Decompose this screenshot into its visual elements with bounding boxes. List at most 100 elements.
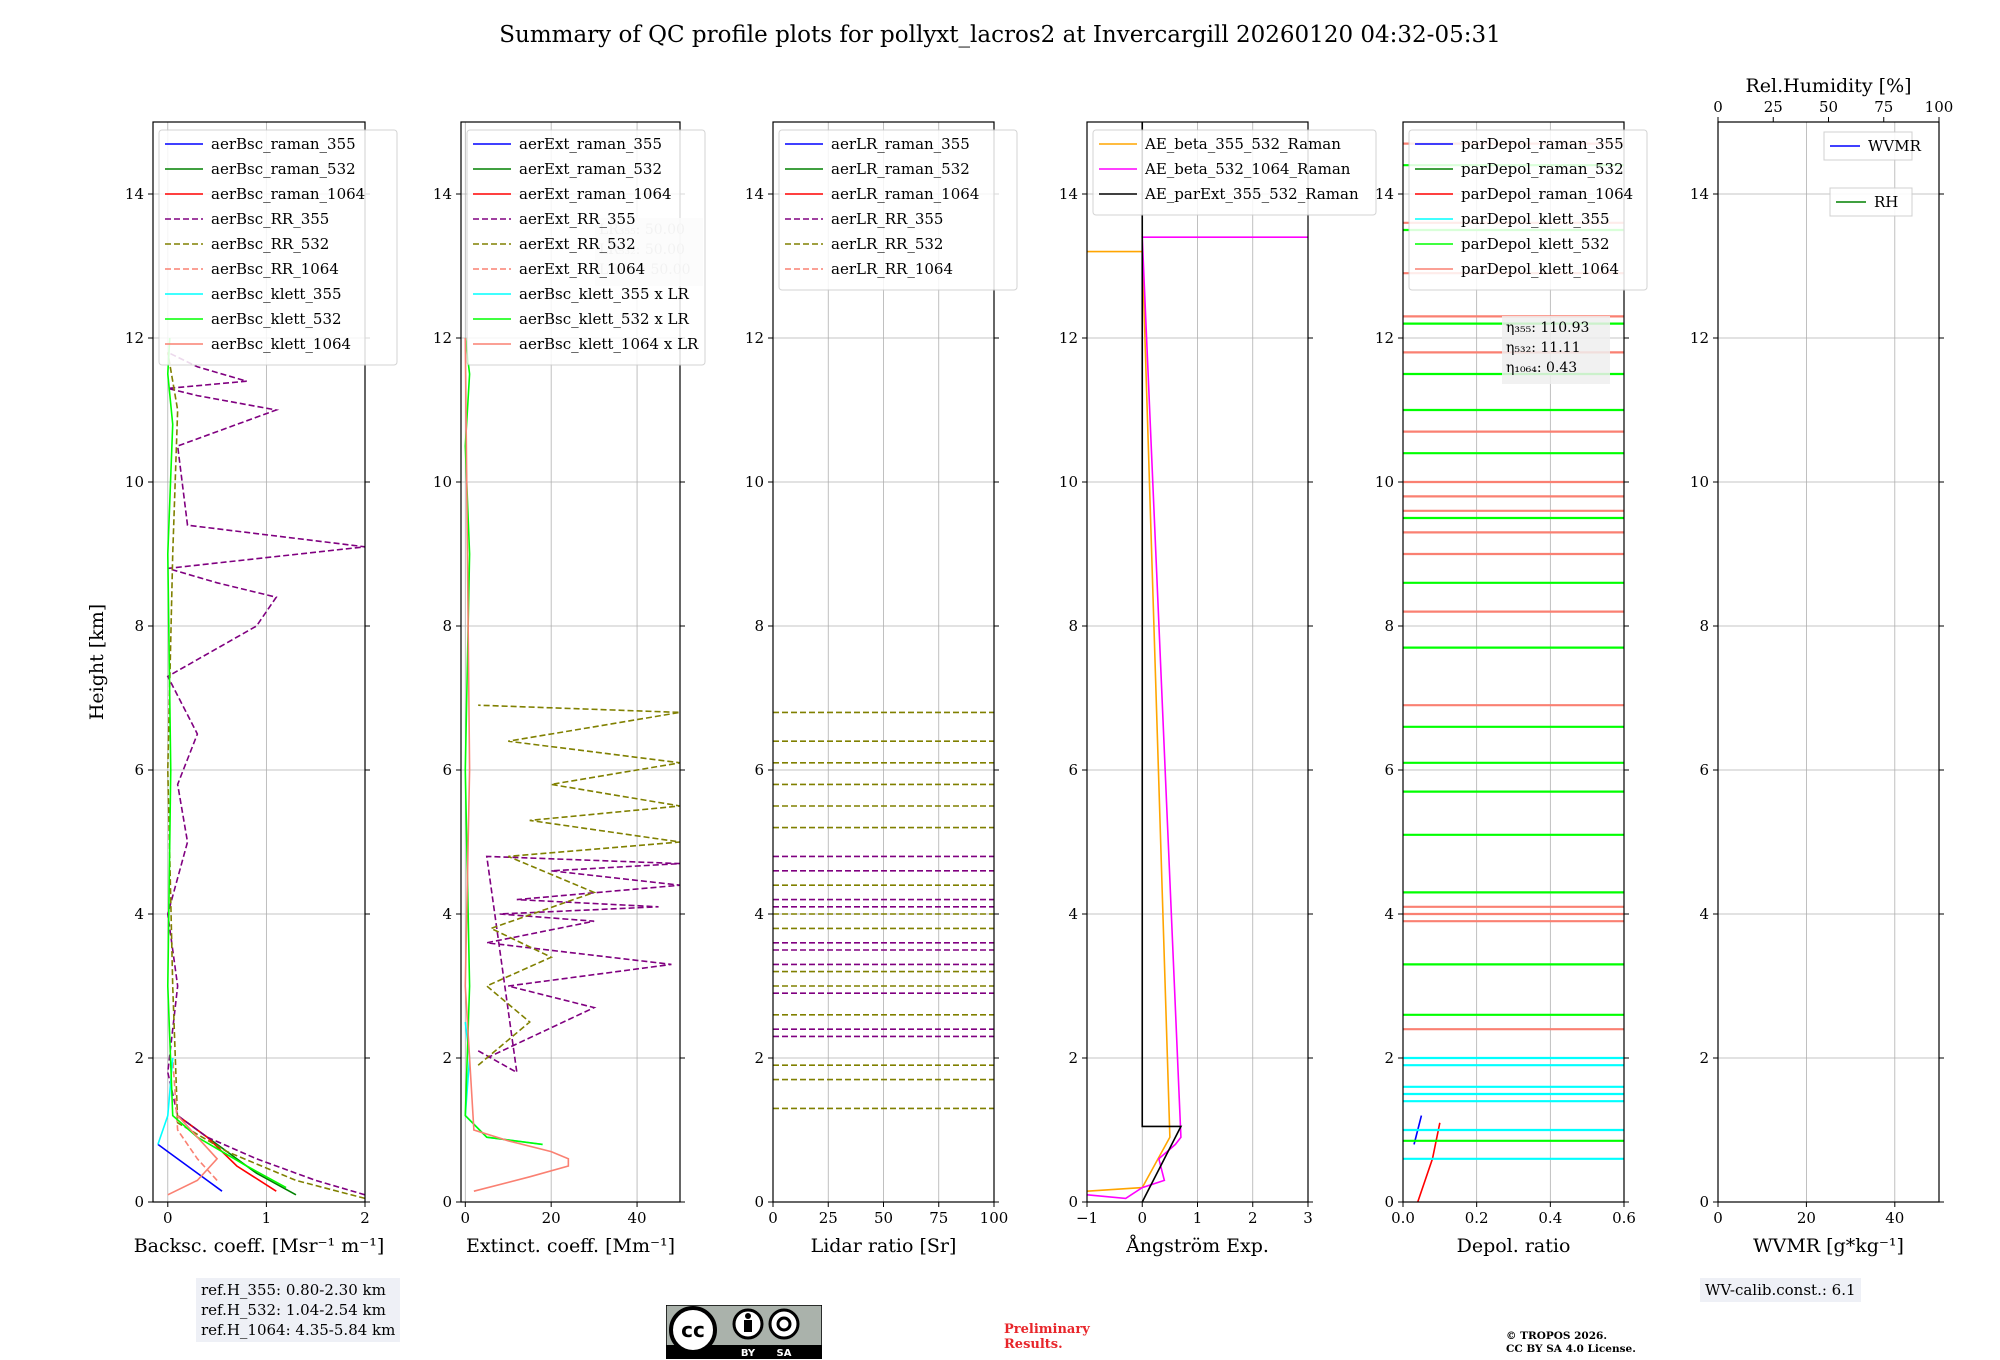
legend-label: aerExt_raman_355 (519, 135, 662, 153)
series-aerbsc-klett-532 (166, 337, 287, 1189)
legend-label: aerExt_RR_1064 (519, 260, 645, 278)
legend-label: aerLR_raman_355 (831, 135, 970, 153)
legend-label: parDepol_raman_532 (1461, 160, 1624, 178)
copyright-line-1: © TROPOS 2026. (1506, 1330, 1608, 1342)
y-tick-label: 4 (442, 905, 452, 923)
copyright-note: © TROPOS 2026. CC BY SA 4.0 License. (1506, 1330, 1636, 1356)
x2-tick-label: 0 (1713, 98, 1723, 116)
x-tick-label: 1 (262, 1209, 272, 1227)
y-tick-label: 14 (1690, 185, 1709, 203)
legend-label: aerBsc_klett_355 (211, 285, 342, 303)
y-tick-label: 4 (1699, 905, 1709, 923)
x-axis-label: Backsc. coeff. [Msr⁻¹ m⁻¹] (134, 1235, 385, 1257)
series-aerbsc-rr-1064 (171, 1057, 218, 1181)
y-tick-label: 0 (134, 1193, 144, 1211)
y-tick-label: 6 (442, 761, 452, 779)
x-tick-label: 75 (929, 1209, 948, 1227)
legend-label: aerBsc_klett_1064 (211, 335, 351, 353)
legend-label: AE_beta_532_1064_Raman (1144, 160, 1351, 178)
cc-sa-label: SA (777, 1348, 792, 1359)
legend-label: aerExt_RR_532 (519, 235, 636, 253)
y-tick-label: 2 (442, 1049, 452, 1067)
y-tick-label: 4 (134, 905, 144, 923)
axes-frame (1717, 121, 1940, 1203)
x-tick-label: 2 (1248, 1209, 1258, 1227)
x2-tick-label: 50 (1819, 98, 1838, 116)
y-tick-label: 10 (125, 473, 144, 491)
preliminary-note: Preliminary Results. (1004, 1322, 1090, 1352)
y-tick-label: 12 (1690, 329, 1709, 347)
y-tick-label: 2 (1699, 1049, 1709, 1067)
series-ae-beta-355-532-raman (1087, 250, 1171, 1192)
y-tick-label: 0 (442, 1193, 452, 1211)
legend-label: aerBsc_klett_1064 x LR (519, 335, 699, 353)
legend-label: aerBsc_RR_1064 (211, 260, 339, 278)
y-tick-label: 2 (134, 1049, 144, 1067)
x-axis-label: Ångström Exp. (1125, 1235, 1269, 1257)
y-tick-label: 4 (1068, 905, 1078, 923)
axes-frame (152, 121, 366, 1203)
y-tick-label: 14 (1059, 185, 1078, 203)
legend-label: aerLR_RR_1064 (831, 260, 953, 278)
x-axis-label: WVMR [g*kg⁻¹] (1753, 1235, 1904, 1257)
wv-calib-box: WV-calib.const.: 6.1 (1700, 1278, 1861, 1302)
x-tick-label: 100 (980, 1209, 1009, 1227)
x-tick-label: 50 (874, 1209, 893, 1227)
series-aerext-rr-532 (477, 704, 680, 1066)
legend-box (466, 129, 706, 366)
y-axis-label: Height [km] (86, 604, 108, 720)
series-aerext-rr-355 (477, 855, 680, 1074)
cc-license-logo: cc BY SA (666, 1305, 822, 1359)
y-tick-label: 14 (125, 185, 144, 203)
x-axis-label: Lidar ratio [Sr] (811, 1235, 957, 1257)
y-tick-label: 2 (1068, 1049, 1078, 1067)
x-tick-label: 0 (1713, 1209, 1723, 1227)
series-aerbsc-raman-1064 (177, 1114, 277, 1192)
x-axis-label: Depol. ratio (1457, 1235, 1571, 1257)
y-tick-label: 12 (745, 329, 764, 347)
x2-tick-label: 25 (1764, 98, 1783, 116)
legend-label: aerExt_raman_532 (519, 160, 662, 178)
legend-label: parDepol_raman_1064 (1461, 185, 1633, 203)
y-tick-label: 6 (754, 761, 764, 779)
panel-6: 0 2 4 6 8 10 12 14 0 20 40 WVMR [g*kg⁻¹] 0 25 50 75 100 R… (1690, 75, 1953, 1257)
legend-label: aerBsc_RR_355 (211, 210, 329, 228)
ref-height-1064: ref.H_1064: 4.35-5.84 km (201, 1321, 396, 1339)
y-tick-label: 4 (754, 905, 764, 923)
x-tick-label: 40 (1885, 1209, 1904, 1227)
x-tick-label: 40 (628, 1209, 647, 1227)
legend-box (158, 129, 398, 366)
legend-label: aerLR_raman_532 (831, 160, 970, 178)
legend-label: aerExt_RR_355 (519, 210, 636, 228)
x2-tick-label: 100 (1925, 98, 1954, 116)
legend-label: parDepol_klett_532 (1461, 235, 1610, 253)
x-axis-label: Extinct. coeff. [Mm⁻¹] (466, 1235, 675, 1257)
y-tick-label: 2 (1384, 1049, 1394, 1067)
legend-label: AE_beta_355_532_Raman (1144, 135, 1341, 153)
series-aerbsc-raman-355 (157, 1143, 223, 1192)
annotation-text: η₁₀₆₄: 0.43 (1506, 360, 1577, 376)
x-tick-label: 3 (1303, 1209, 1313, 1227)
y-tick-label: 2 (754, 1049, 764, 1067)
legend-label: aerBsc_klett_532 x LR (519, 310, 690, 328)
y-tick-label: 14 (1375, 185, 1394, 203)
y-tick-label: 4 (1384, 905, 1394, 923)
legend-label: aerLR_RR_532 (831, 235, 943, 253)
legend-box (1408, 129, 1648, 291)
series-aerbsc-klett-1064-x-lr (464, 337, 570, 1192)
legend-label: parDepol_klett_355 (1461, 210, 1610, 228)
series-group (1087, 122, 1308, 1202)
x-tick-label: 0 (1137, 1209, 1147, 1227)
series-group (1403, 142, 1624, 1202)
x-tick-label: 1 (1193, 1209, 1203, 1227)
annotation-box (1502, 316, 1610, 384)
y-tick-label: 10 (745, 473, 764, 491)
preliminary-line-1: Preliminary (1004, 1322, 1090, 1337)
panel-5: 0 2 4 6 8 10 12 14 0.0 0.2 0.4 0.6 Depol. ratio η₃₅₅:… (1375, 121, 1648, 1257)
x-tick-label: 2 (360, 1209, 370, 1227)
x-tick-label: 0.0 (1391, 1209, 1415, 1227)
y-tick-label: 0 (1699, 1193, 1709, 1211)
legend-label: aerExt_raman_1064 (519, 185, 672, 203)
series-ae-parext-355-532-raman (1141, 122, 1183, 1202)
